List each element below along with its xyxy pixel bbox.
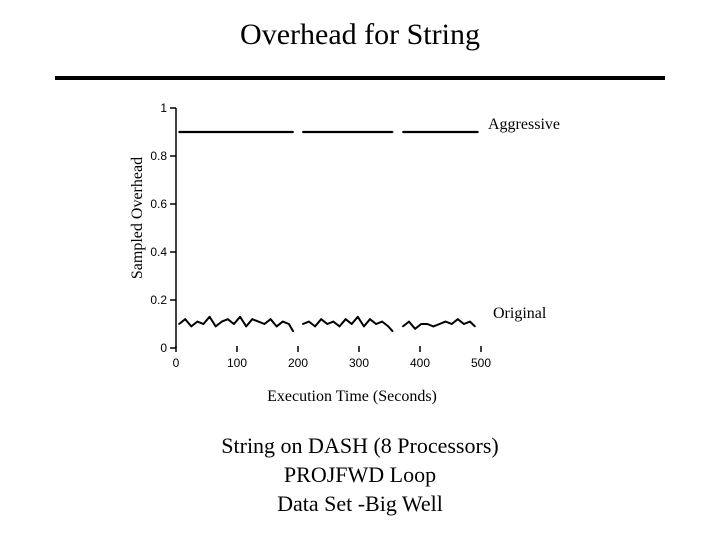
data-point bbox=[275, 325, 278, 328]
x-tick-label: 300 bbox=[349, 356, 369, 370]
series-label-aggressive: Aggressive bbox=[488, 116, 560, 133]
title-rule bbox=[55, 76, 665, 80]
data-point bbox=[208, 315, 211, 318]
series-label-original: Original bbox=[493, 305, 547, 322]
data-point bbox=[387, 325, 390, 328]
data-point bbox=[281, 320, 284, 323]
data-point bbox=[414, 327, 417, 330]
data-point bbox=[425, 131, 427, 133]
data-point bbox=[214, 325, 217, 328]
data-point bbox=[369, 318, 371, 321]
series-original bbox=[178, 315, 476, 333]
data-point bbox=[408, 320, 410, 323]
data-point bbox=[332, 320, 335, 323]
data-point bbox=[292, 330, 295, 333]
data-point bbox=[251, 318, 254, 321]
caption-line-1: String on DASH (8 Processors) bbox=[221, 433, 499, 458]
data-point bbox=[402, 131, 404, 133]
data-point bbox=[178, 323, 180, 325]
y-tick-label: 0 bbox=[160, 341, 167, 355]
data-point bbox=[245, 325, 248, 328]
data-point bbox=[178, 131, 180, 133]
data-point bbox=[263, 323, 266, 325]
data-point bbox=[326, 323, 329, 325]
data-point bbox=[184, 318, 187, 321]
data-point bbox=[444, 320, 447, 323]
data-point bbox=[321, 131, 324, 133]
data-point bbox=[477, 131, 479, 133]
caption-line-3: Data Set -Big Well bbox=[277, 491, 443, 516]
series-line-original bbox=[178, 315, 294, 332]
chart-ticks: 0 0.2 0.4 0.6 0.8 1 0 100 200 300 400 500 bbox=[150, 101, 491, 370]
x-tick-label: 200 bbox=[288, 356, 308, 370]
data-point bbox=[196, 320, 199, 323]
y-tick-label: 0.6 bbox=[150, 197, 167, 211]
data-point bbox=[463, 323, 465, 325]
data-point bbox=[438, 323, 441, 325]
data-point bbox=[381, 320, 384, 323]
data-point bbox=[391, 131, 394, 133]
data-point bbox=[220, 320, 223, 323]
data-point bbox=[202, 323, 205, 325]
data-point bbox=[320, 318, 323, 321]
data-point bbox=[314, 325, 316, 328]
data-point bbox=[301, 131, 304, 133]
data-point bbox=[308, 320, 310, 323]
data-point bbox=[432, 325, 435, 328]
data-point bbox=[269, 318, 272, 321]
data-point bbox=[248, 131, 251, 133]
data-point bbox=[370, 131, 373, 133]
series-aggressive bbox=[178, 130, 479, 134]
y-tick-label: 1 bbox=[160, 101, 167, 115]
data-point bbox=[391, 330, 394, 333]
data-point bbox=[190, 325, 193, 328]
data-point bbox=[239, 315, 241, 318]
data-point bbox=[420, 323, 423, 325]
data-point bbox=[257, 320, 260, 323]
x-tick-label: 500 bbox=[471, 356, 491, 370]
y-axis-label: Sampled Overhead bbox=[129, 157, 146, 279]
x-tick-label: 100 bbox=[227, 356, 247, 370]
data-point bbox=[223, 131, 226, 133]
data-point bbox=[356, 315, 359, 318]
data-point bbox=[338, 325, 341, 328]
data-point bbox=[272, 131, 275, 133]
data-point bbox=[474, 325, 476, 328]
chart-series bbox=[178, 130, 479, 333]
data-point bbox=[449, 131, 452, 133]
data-point bbox=[233, 323, 235, 325]
data-point bbox=[469, 320, 471, 323]
x-axis-label: Execution Time (Seconds) bbox=[267, 388, 437, 405]
data-point bbox=[301, 323, 304, 325]
slide-title: Overhead for String bbox=[240, 18, 480, 51]
data-point bbox=[362, 325, 365, 328]
x-tick-label: 400 bbox=[410, 356, 430, 370]
y-tick-label: 0.4 bbox=[150, 245, 167, 259]
data-point bbox=[226, 318, 229, 321]
data-point bbox=[199, 131, 202, 133]
y-tick-label: 0.2 bbox=[150, 293, 167, 307]
data-point bbox=[344, 318, 347, 321]
y-tick-label: 0.8 bbox=[150, 149, 167, 163]
x-tick-label: 0 bbox=[173, 356, 180, 370]
data-point bbox=[450, 323, 453, 325]
data-point bbox=[292, 131, 295, 133]
data-point bbox=[375, 323, 377, 325]
data-point bbox=[402, 325, 404, 328]
data-point bbox=[426, 323, 429, 325]
data-point bbox=[456, 318, 459, 321]
caption-line-2: PROJFWD Loop bbox=[283, 462, 437, 487]
data-point bbox=[287, 323, 290, 325]
series-line-original bbox=[302, 315, 394, 332]
data-point bbox=[345, 131, 348, 133]
data-point bbox=[350, 323, 353, 325]
